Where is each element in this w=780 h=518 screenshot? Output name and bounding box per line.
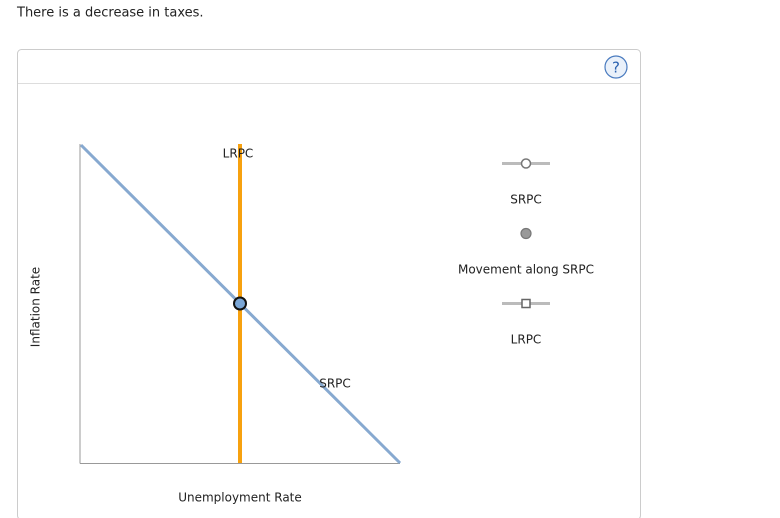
legend-tool[interactable]: LRPC xyxy=(502,298,550,347)
curve-label: SRPC xyxy=(319,377,351,391)
graph-panel xyxy=(17,49,641,518)
equilibrium-point[interactable] xyxy=(233,296,247,311)
help-text[interactable]: ? xyxy=(612,59,620,77)
legend-label[interactable]: SRPC xyxy=(510,193,542,207)
legend-tool[interactable]: Movement along SRPC xyxy=(458,227,594,277)
y-axis-label: Inflation Rate xyxy=(29,267,43,347)
legend-line-icon-handle[interactable] xyxy=(520,158,532,169)
help-circle[interactable] xyxy=(604,55,628,79)
legend-label[interactable]: LRPC xyxy=(511,333,542,347)
curve-label: LRPC xyxy=(223,147,254,161)
legend-tool[interactable]: SRPC xyxy=(502,158,550,207)
legend-point-icon[interactable] xyxy=(520,227,532,240)
help-button[interactable]: ? xyxy=(604,55,628,79)
legend-label[interactable]: Movement along SRPC xyxy=(458,263,594,277)
legend-line-icon-handle[interactable] xyxy=(521,298,531,309)
prompt: There is a decrease in taxes. xyxy=(16,6,204,21)
x-axis-label: Unemployment Rate xyxy=(178,491,302,505)
